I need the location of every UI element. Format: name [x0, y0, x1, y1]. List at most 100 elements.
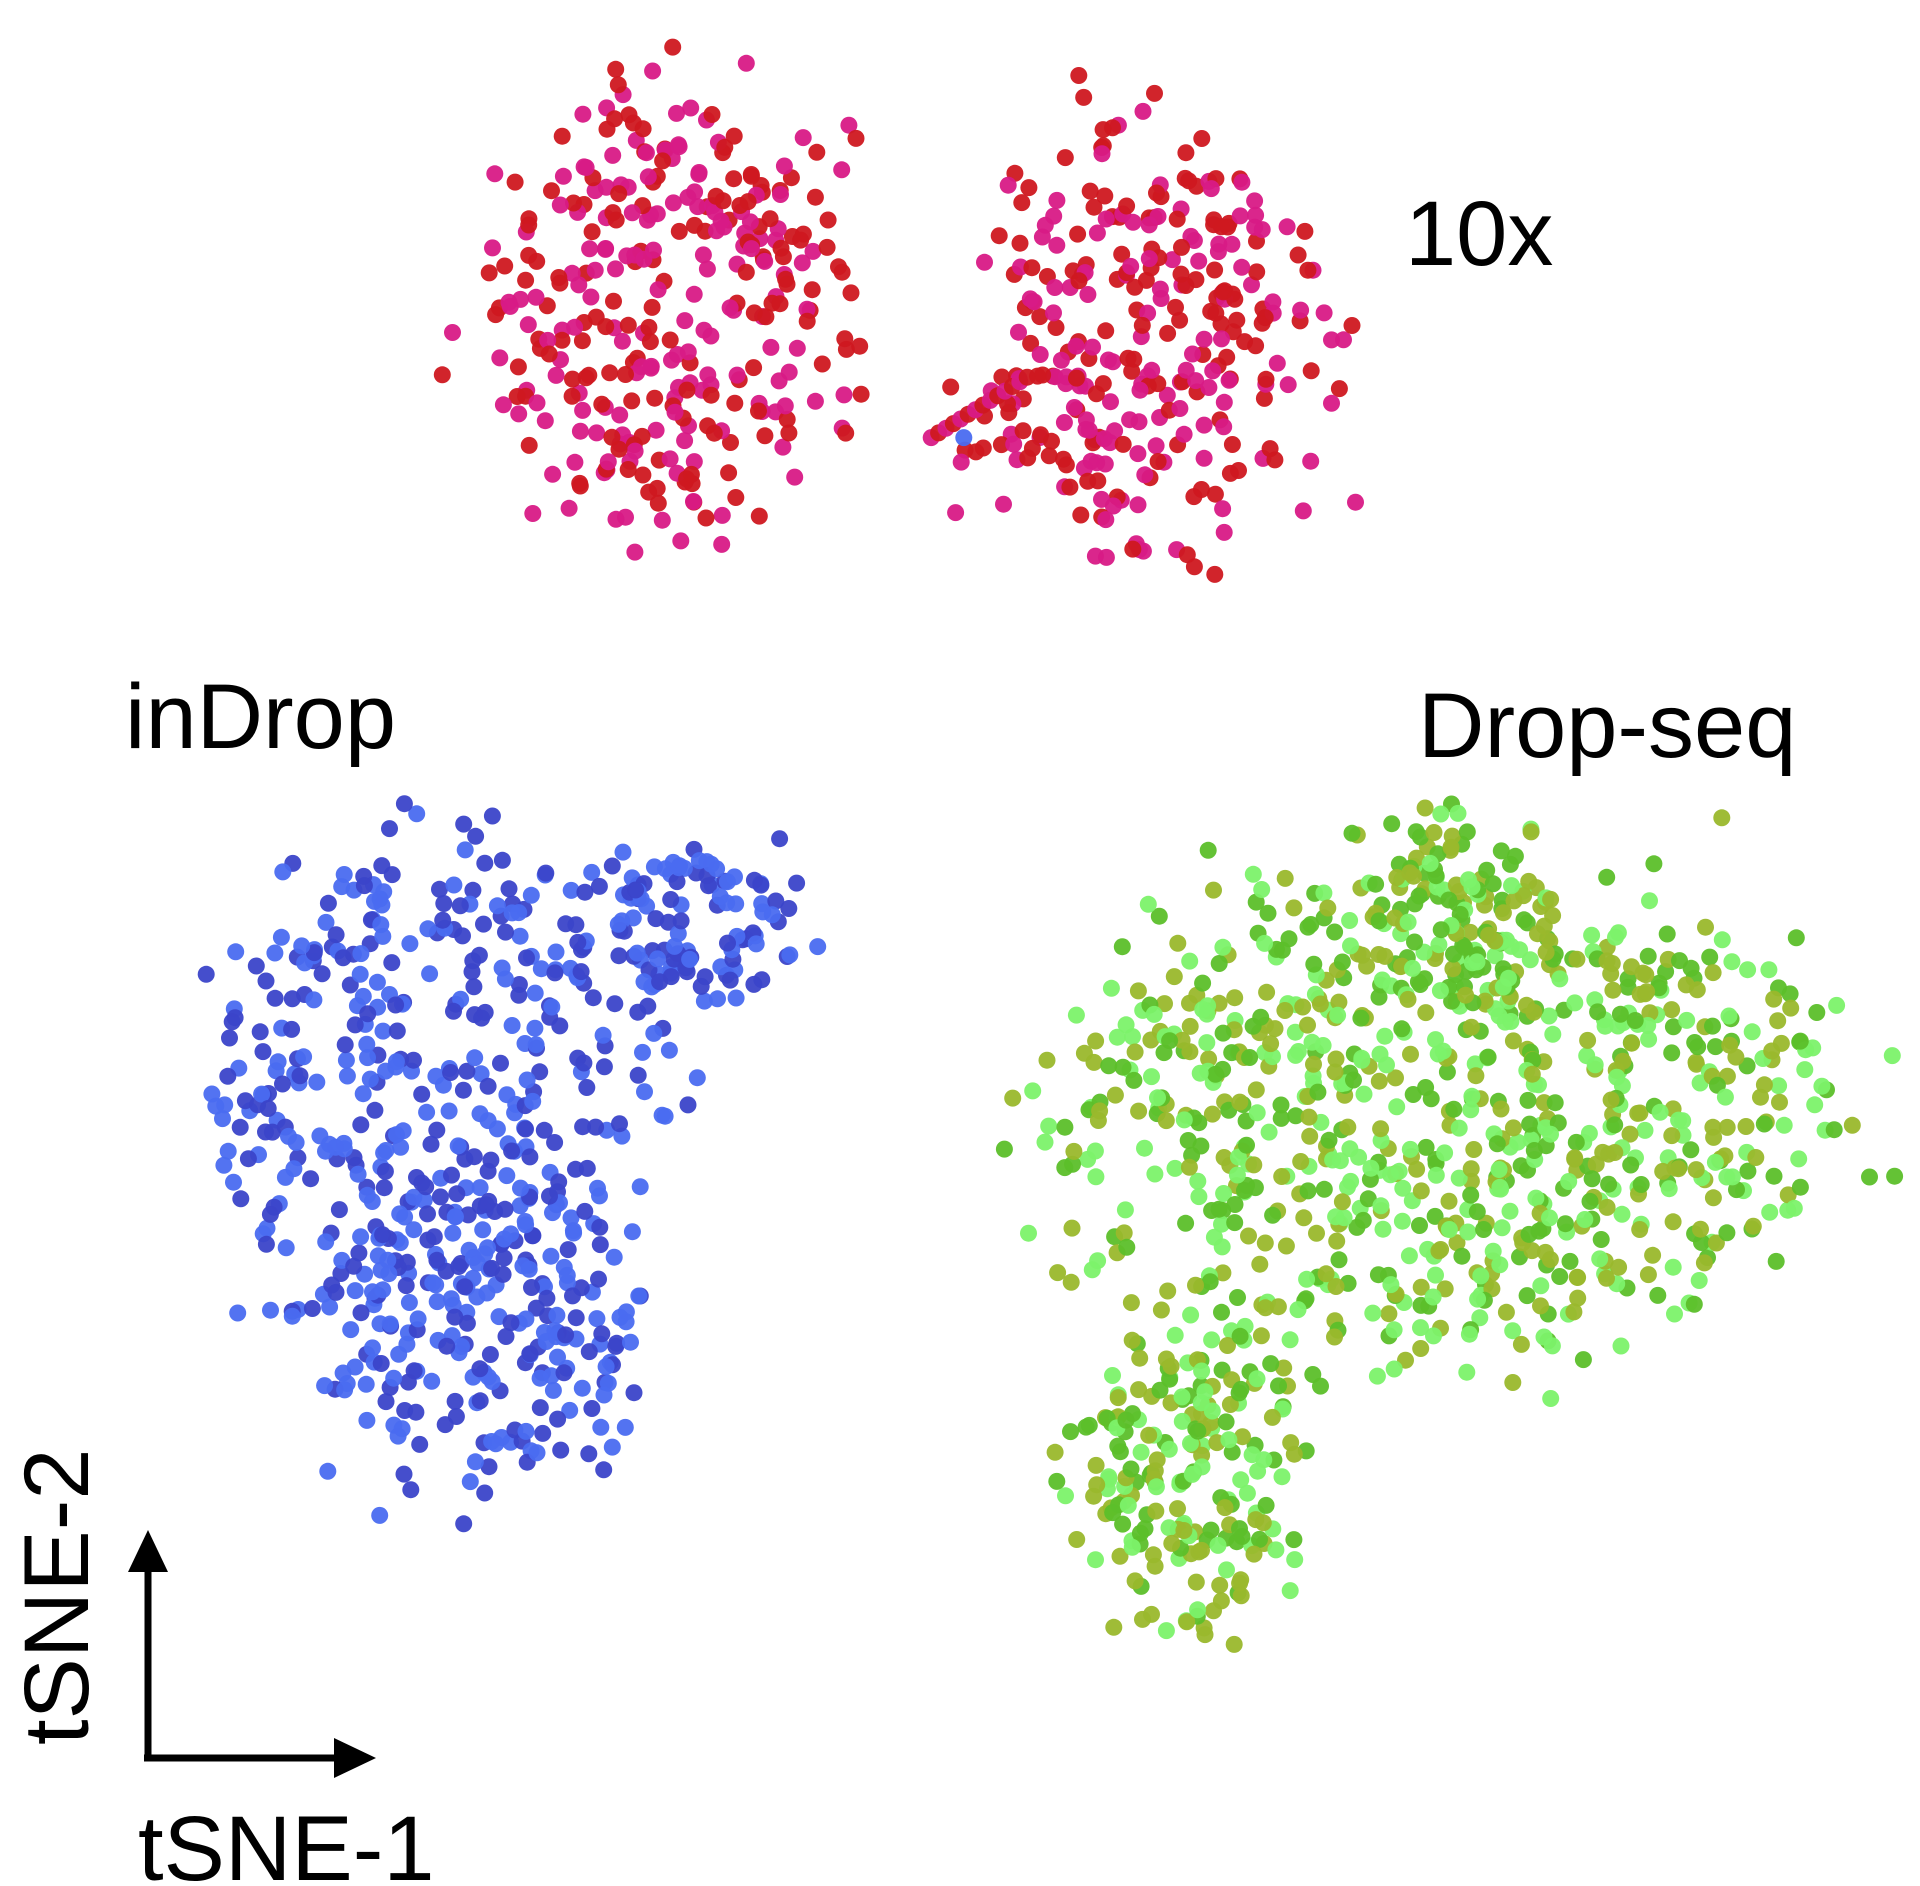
indrop-point — [493, 959, 511, 977]
10x-point — [563, 387, 581, 405]
10x-point — [777, 270, 795, 288]
10x-point — [1187, 372, 1205, 390]
drop-seq-point — [1400, 1247, 1418, 1265]
drop-seq-point — [1520, 872, 1538, 890]
10x-point — [617, 366, 634, 383]
drop-seq-point — [1225, 1635, 1243, 1653]
10x-point — [1343, 317, 1361, 334]
10x-point — [1031, 346, 1049, 363]
indrop-point — [428, 1293, 446, 1311]
drop-seq-point — [1649, 1286, 1667, 1304]
10x-point — [528, 252, 546, 270]
10x-point — [999, 176, 1017, 194]
indrop-point — [630, 1287, 648, 1305]
10x-point — [1067, 337, 1085, 355]
drop-seq-point — [1305, 955, 1323, 973]
drop-seq-point — [1404, 959, 1421, 977]
10x-point — [1122, 257, 1140, 275]
10x-point — [1149, 375, 1167, 393]
10x-point — [607, 510, 625, 528]
indrop-point — [405, 1221, 423, 1239]
indrop-point — [526, 1019, 544, 1037]
drop-seq-point — [1634, 964, 1652, 982]
drop-seq-point — [1143, 1068, 1160, 1086]
drop-seq-point — [1503, 877, 1520, 895]
10x-point — [1323, 331, 1340, 349]
drop-seq-point — [1467, 1067, 1485, 1085]
drop-seq-point — [1211, 1576, 1229, 1594]
drop-seq-point — [1258, 983, 1276, 1001]
drop-seq-point — [1425, 824, 1443, 841]
drop-seq-point — [1767, 1252, 1785, 1270]
drop-seq-point — [1598, 868, 1616, 886]
drop-seq-point — [1282, 1434, 1300, 1452]
10x-point — [566, 453, 584, 471]
drop-seq-point — [1087, 1551, 1104, 1569]
indrop-point — [352, 1116, 370, 1134]
indrop-point — [262, 1301, 279, 1319]
10x-point — [1330, 380, 1348, 398]
10x-point — [1243, 276, 1260, 294]
10x-point — [835, 386, 853, 404]
drop-seq-point — [1114, 1058, 1132, 1076]
drop-seq-point — [1040, 1117, 1058, 1135]
10x-point — [1093, 490, 1110, 508]
indrop-point — [497, 1328, 515, 1345]
indrop-point — [721, 971, 739, 989]
10x-point — [1119, 349, 1137, 367]
drop-seq-point — [1200, 1050, 1218, 1068]
indrop-point — [358, 1035, 376, 1053]
10x-point — [682, 99, 700, 117]
x-axis-label: tSNE-1 — [138, 1798, 435, 1886]
10x-point — [433, 366, 451, 384]
10x-point — [852, 385, 870, 403]
drop-seq-point — [1159, 1282, 1177, 1300]
indrop-point — [584, 989, 602, 1007]
indrop-point — [711, 888, 729, 906]
10x-point — [1206, 485, 1224, 503]
10x-point — [728, 366, 746, 384]
drop-seq-point — [1067, 1006, 1085, 1024]
drop-seq-point — [1687, 1161, 1705, 1179]
indrop-point — [569, 933, 587, 951]
drop-seq-point — [1169, 1500, 1186, 1518]
10x-point — [798, 300, 816, 318]
drop-seq-point — [1147, 1502, 1165, 1520]
drop-seq-point — [1723, 953, 1741, 971]
indrop-point — [359, 1005, 377, 1023]
drop-seq-point — [1341, 912, 1359, 929]
indrop-point — [666, 937, 683, 955]
10x-point — [1056, 149, 1074, 167]
axis-arrows — [128, 1530, 376, 1778]
indrop-point — [629, 1066, 647, 1084]
10x-point — [976, 253, 993, 271]
10x-point — [1018, 368, 1036, 386]
indrop-point — [559, 1241, 577, 1259]
indrop-point — [575, 1054, 593, 1072]
drop-seq-point — [1342, 937, 1359, 955]
drop-seq-point — [1791, 1178, 1809, 1196]
10x-point — [1133, 316, 1151, 334]
10x-point — [1096, 455, 1114, 473]
drop-seq-point — [1613, 1205, 1631, 1223]
10x-point — [731, 197, 749, 214]
drop-seq-point — [1791, 1032, 1809, 1050]
10x-point — [480, 264, 498, 282]
indrop-point — [440, 1102, 458, 1120]
indrop-point — [541, 1187, 558, 1205]
drop-seq-point — [1326, 1063, 1344, 1081]
indrop-point — [269, 1053, 287, 1071]
annotation-indrop: inDrop — [125, 666, 396, 768]
drop-seq-point — [1458, 1363, 1476, 1381]
indrop-point — [350, 1244, 368, 1262]
drop-seq-point — [1327, 1208, 1345, 1226]
drop-seq-point — [1399, 913, 1417, 931]
10x-point — [640, 318, 658, 336]
drop-seq-point — [1165, 968, 1183, 986]
10x-point — [1257, 370, 1275, 388]
drop-seq-point — [1596, 1017, 1614, 1035]
indrop-point — [495, 1249, 513, 1267]
10x-point — [1093, 145, 1111, 163]
10x-point — [842, 284, 860, 302]
10x-point — [1065, 399, 1083, 416]
